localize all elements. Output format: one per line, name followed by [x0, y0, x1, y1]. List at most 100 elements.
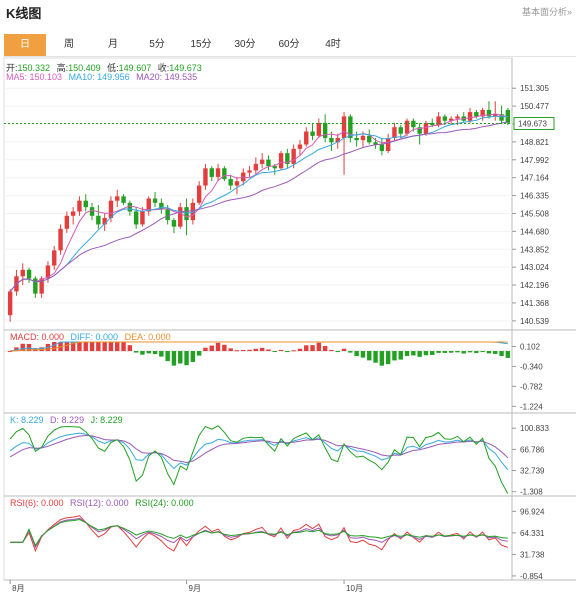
- diff-label: DIFF: 0.000: [70, 332, 119, 342]
- candle-body-19: [127, 202, 133, 212]
- macd-bar-56: [360, 351, 366, 358]
- candle-body-77: [493, 114, 498, 117]
- candle-body-27: [178, 207, 183, 227]
- candle-body-7: [52, 250, 57, 266]
- candle-body-6: [45, 265, 51, 279]
- candle-body-5: [39, 278, 44, 294]
- macd-bar-24: [159, 351, 164, 357]
- candle-body-65: [417, 127, 422, 134]
- candle-body-26: [171, 220, 177, 227]
- macd-bar-7: [52, 342, 57, 352]
- macd-bar-34: [222, 344, 227, 352]
- macd-bar-53: [341, 348, 347, 352]
- candle-body-75: [480, 109, 485, 117]
- candle-body-8: [58, 228, 63, 251]
- macd-bar-2: [20, 343, 25, 352]
- candle-body-50: [322, 122, 328, 139]
- kdj-tick-3: -1.308: [520, 488, 543, 497]
- macd-bar-38: [247, 349, 252, 352]
- tab-2[interactable]: 月: [108, 39, 118, 50]
- candle-body-24: [159, 202, 164, 210]
- macd-bar-70: [448, 351, 454, 353]
- macd-bar-52: [335, 351, 340, 353]
- macd-bar-1: [14, 347, 19, 352]
- macd-bar-55: [354, 351, 359, 357]
- macd-bar-59: [379, 351, 385, 366]
- price-tick-4: 147.992: [520, 156, 549, 165]
- macd-bar-67: [430, 351, 435, 355]
- candle-body-18: [121, 196, 126, 203]
- candle-body-45: [291, 148, 296, 164]
- candle-body-61: [392, 127, 397, 139]
- kdj-info: K: 8.229 D: 8.229 J: 8.229: [10, 415, 127, 425]
- macd-bar-30: [196, 351, 202, 356]
- d-label: D: 8.229: [50, 415, 85, 425]
- macd-bar-48: [310, 345, 315, 352]
- macd-bar-49: [316, 342, 322, 352]
- candle-body-25: [165, 209, 170, 221]
- macd-tick-2: -0.782: [520, 382, 543, 391]
- close-value: 收:149.673: [157, 63, 202, 73]
- tab-6[interactable]: 60分: [278, 39, 300, 50]
- macd-bar-15: [102, 342, 107, 352]
- d-line: [9, 434, 509, 464]
- macd-bar-51: [329, 349, 334, 352]
- macd-bar-68: [436, 351, 441, 353]
- macd-bar-14: [96, 342, 101, 352]
- macd-bar-57: [367, 351, 372, 361]
- tab-7[interactable]: 4时: [325, 39, 341, 50]
- candle-body-36: [234, 181, 240, 186]
- fundamental-analysis-link[interactable]: 基本面分析»: [521, 7, 572, 17]
- tab-3[interactable]: 5分: [149, 39, 165, 50]
- candle-body-46: [297, 144, 303, 149]
- tab-5[interactable]: 30分: [234, 39, 256, 50]
- rsi-tick-3: -0.854: [520, 572, 543, 581]
- macd-bar-13: [89, 342, 95, 352]
- price-tick-5: 147.164: [520, 174, 549, 183]
- k-label: K: 8.229: [10, 415, 44, 425]
- macd-bar-64: [411, 351, 416, 356]
- candle-body-73: [467, 112, 473, 121]
- candle-body-71: [455, 116, 460, 119]
- candle-body-21: [140, 211, 145, 225]
- tab-0[interactable]: 日: [4, 34, 46, 56]
- macd-bar-10: [70, 342, 76, 352]
- macd-bar-9: [64, 342, 70, 352]
- macd-bar-31: [203, 347, 208, 352]
- rsi24-label: RSI(24): 0.000: [135, 498, 194, 508]
- candle-body-14: [96, 215, 101, 225]
- x-label-2: 10月: [346, 584, 363, 593]
- macd-bar-65: [417, 351, 422, 357]
- rsi-tick-1: 64.331: [520, 529, 545, 538]
- macd-bar-74: [474, 351, 479, 353]
- rsi-tick-0: 96.924: [520, 507, 545, 516]
- tab-4[interactable]: 15分: [190, 39, 212, 50]
- period-tabs: 日 周 月 5分 15分 30分 60分 4时: [4, 34, 576, 57]
- candle-body-58: [373, 142, 378, 145]
- macd-bar-35: [228, 348, 233, 352]
- open-value: 开:150.332: [6, 63, 51, 73]
- rsi12-label: RSI(12): 0.000: [70, 498, 129, 508]
- ma20-line: [9, 121, 508, 292]
- candle-body-4: [33, 278, 38, 294]
- candle-body-44: [285, 153, 290, 164]
- candle-body-29: [190, 202, 196, 221]
- macd-bar-36: [234, 350, 240, 352]
- candle-body-60: [385, 138, 391, 151]
- macd-bar-79: [505, 351, 511, 358]
- candle-body-43: [278, 153, 284, 169]
- price-tick-11: 142.196: [520, 281, 549, 290]
- price-tick-1: 150.477: [520, 102, 549, 111]
- tab-1[interactable]: 周: [64, 39, 74, 50]
- candle-body-52: [335, 138, 340, 143]
- macd-bar-27: [178, 351, 183, 364]
- macd-bar-12: [83, 342, 88, 352]
- rsi-tick-2: 31.738: [520, 550, 545, 559]
- macd-bar-73: [467, 351, 473, 353]
- macd-bar-16: [108, 342, 114, 352]
- ma-info: MA5: 150.103 MA10: 149.956 MA20: 149.535: [6, 72, 201, 82]
- candle-body-3: [26, 269, 32, 279]
- macd-bar-3: [26, 343, 32, 352]
- ma10-label: MA10: 149.956: [68, 72, 130, 82]
